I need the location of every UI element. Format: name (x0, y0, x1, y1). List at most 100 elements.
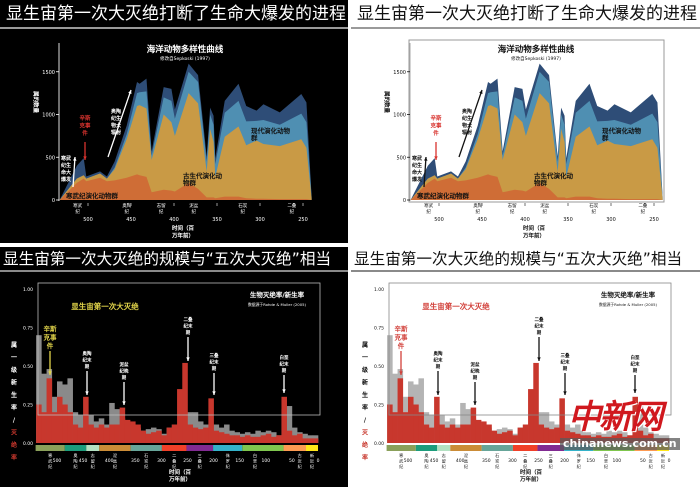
y-tick-label: 1.00 (374, 287, 384, 293)
extinction-bar (177, 389, 183, 443)
extinction-bar (564, 430, 571, 443)
annotation-cambrian-explosion: 寒武纪生命大爆发 (411, 155, 423, 183)
extinction-bar (632, 396, 638, 443)
y-tick-label: 0 (52, 198, 55, 204)
y-axis-label-origination-line: 新 (11, 379, 17, 387)
period-label-line: 纪 (592, 208, 597, 215)
period-label-line: 纪 (192, 208, 197, 215)
extinction-bar (203, 427, 209, 443)
period-label: 三叠纪 (549, 453, 554, 469)
extinction-bar (213, 430, 220, 443)
x-tick-label: 50 (289, 458, 295, 464)
x-tick-label: 200 (209, 458, 218, 464)
period-band (305, 445, 318, 451)
period-band (537, 445, 565, 451)
extinction-bar (413, 404, 419, 443)
extinction-bar (271, 436, 277, 443)
label-cambrian-fauna: 寒武纪演化动物群 (66, 191, 119, 200)
x-axis-label-line: 时间（百 (520, 468, 543, 476)
arrow-ordovician-radiation-head (479, 90, 483, 94)
period-label: 奥陶纪 (473, 202, 482, 215)
event-arrow-head (436, 391, 440, 395)
period-label-line: 纪 (159, 208, 164, 215)
arrow-cambrian-explosion (423, 156, 427, 188)
extinction-bar (103, 427, 110, 443)
extinction-bar (286, 430, 293, 443)
y-axis-label-origination-line: 率 (362, 404, 368, 412)
y-axis-label-extinction-line: 绝 (11, 441, 17, 449)
extinction-bar (51, 412, 58, 443)
period-label: 二叠纪 (287, 203, 296, 215)
extinction-bar (83, 396, 89, 443)
annotation-cambrian-explosion-line: 命大 (60, 169, 71, 176)
label-paleozoic-fauna-line: 古生代演化动 (534, 171, 574, 180)
x-tick-label: 200 (560, 458, 569, 464)
annotation-ordovician-radiation-line: 纪生 (111, 115, 121, 122)
y-tick-label: 1500 (42, 70, 55, 76)
period-band (415, 445, 438, 451)
extinction-bar (130, 421, 136, 443)
period-label-line: 奥陶 (473, 202, 482, 209)
period-label-line: 二叠 (287, 203, 296, 209)
period-label-line: 纪 (464, 463, 469, 469)
y-tick-label: 0.75 (23, 326, 33, 332)
extinction-bar (244, 435, 251, 443)
extinction-bar (57, 396, 63, 443)
extinction-bar (533, 362, 539, 443)
extinction-bar (434, 396, 440, 443)
period-band (86, 445, 100, 451)
event-label: 二叠纪末期 (184, 316, 193, 336)
period-label: 古近纪 (649, 452, 654, 469)
extinction-bar (192, 427, 199, 443)
extinction-bar (109, 424, 115, 443)
event-label-line: 奥陶 (82, 350, 92, 357)
extinction-bar (470, 407, 477, 443)
y-axis-label-origination-line: 生 (362, 391, 368, 399)
y-tick-label: 1500 (393, 70, 406, 76)
period-label: 奥陶纪 (424, 452, 429, 469)
period-label-line: 三 (549, 453, 553, 458)
annotation-ordovician-radiation-line: 物大 (462, 122, 472, 129)
label-paleozoic-fauna-line: 古生代演化动 (183, 171, 223, 180)
highlight-label: 显生宙第一次大灭绝 (422, 301, 490, 311)
origination-bar (460, 402, 466, 443)
x-axis-label: 时间（百万年前） (519, 468, 543, 483)
event-arrow-head (633, 389, 637, 393)
extinction-bar (93, 427, 100, 443)
period-label-line: 寒 (399, 452, 404, 459)
x-tick-label: 300 (606, 217, 616, 223)
period-label-line: 罗 (577, 459, 581, 465)
plot-frame (408, 39, 665, 203)
period-label-line: 志留 (157, 202, 166, 209)
period-label-line: 纪 (172, 463, 177, 469)
period-label-line: 二 (523, 453, 527, 458)
period-label-line: 罗 (226, 459, 230, 465)
extinction-bar (291, 435, 298, 443)
period-band (242, 445, 284, 451)
extinction-bar (260, 435, 267, 443)
extinction-bar (517, 427, 524, 443)
period-label-line: 纪 (641, 208, 646, 215)
extinction-bar (423, 424, 430, 443)
event-label-line: 纪晚 (471, 368, 480, 375)
x-tick-label: 350 (212, 217, 222, 223)
label-modern-fauna: 现代演化动物群 (602, 126, 642, 142)
x-tick-label: 400 (520, 217, 530, 223)
chart-title: 生物灭绝率/新生率 (601, 290, 656, 299)
annotation-ordovician-radiation-line: 奥陶 (111, 108, 121, 115)
period-label-line: 纪 (113, 463, 118, 469)
event-label-line: 二叠 (184, 316, 193, 323)
period-band (512, 445, 538, 451)
x-tick-label: 500 (53, 458, 62, 464)
event-label-line: 辛斯 (395, 324, 409, 333)
y-axis-label-origination-line: 生 (11, 391, 17, 399)
y-axis-label-origination-line: 属 (11, 341, 17, 349)
origination-bar (67, 378, 73, 443)
event-label: 奥陶纪末期 (82, 350, 92, 370)
event-label-line: 泥盆 (471, 361, 480, 368)
y-axis-label-extinction: 灭绝率 (361, 429, 369, 462)
y-tick-label: 500 (45, 155, 55, 161)
event-label: 白垩纪末期 (631, 354, 640, 374)
